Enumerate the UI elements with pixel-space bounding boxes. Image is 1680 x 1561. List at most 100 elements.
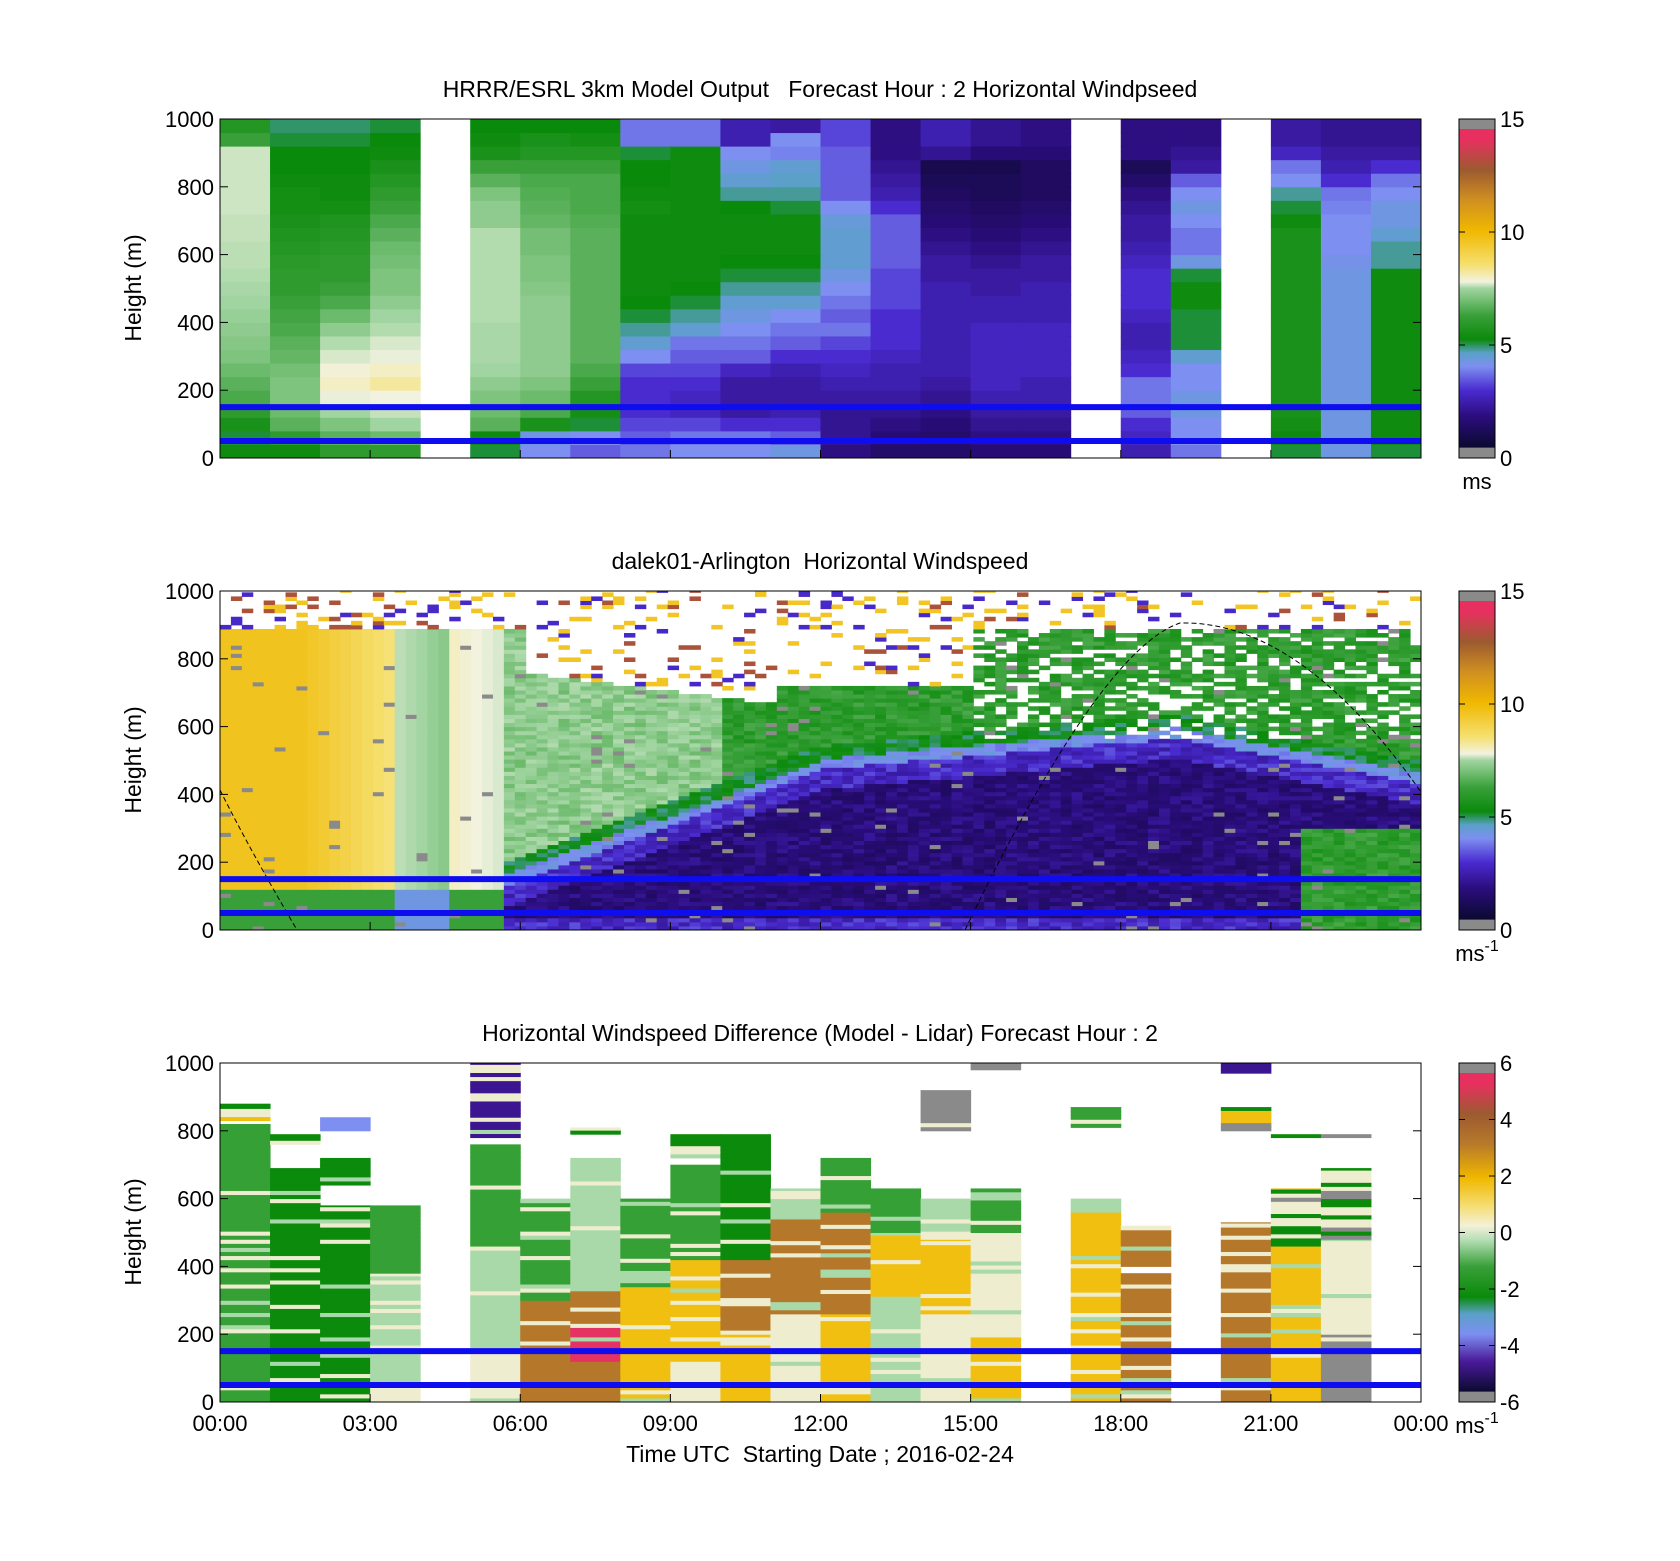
lidar-cell	[896, 706, 909, 711]
lidar-cell	[351, 665, 363, 671]
lidar-cell	[580, 710, 592, 715]
lidar-cell	[285, 645, 297, 650]
lidar-cell	[296, 840, 308, 846]
model-cell	[870, 200, 922, 215]
model-cell	[1370, 417, 1421, 432]
lidar-cell	[886, 738, 898, 744]
lidar-cell	[765, 860, 778, 866]
lidar-cell	[875, 694, 887, 699]
lidar-cell	[361, 889, 374, 894]
lidar-cell	[787, 893, 800, 898]
lidar-cell	[591, 673, 603, 679]
lidar-cell	[842, 917, 854, 923]
lidar-cell	[514, 795, 527, 801]
model-cell	[770, 281, 821, 296]
lidar-cell	[514, 763, 527, 768]
lidar-cell	[820, 820, 832, 825]
lidar-cell	[689, 844, 701, 850]
lidar-cell	[351, 763, 363, 768]
lidar-cell	[700, 730, 712, 736]
lidar-cell	[623, 726, 636, 732]
lidar-cell	[765, 820, 778, 825]
model-cell	[520, 444, 571, 458]
lidar-cell	[591, 925, 603, 930]
lidar-cell	[569, 726, 581, 732]
lidar-cell	[700, 925, 712, 930]
lidar-cell	[252, 816, 265, 821]
lidar-cell	[711, 897, 723, 903]
lidar-cell	[689, 767, 701, 772]
lidar-cell	[733, 771, 745, 776]
lidar-cell	[711, 702, 723, 707]
model-cell	[620, 417, 671, 432]
model-cell	[520, 173, 571, 188]
lidar-cell	[405, 742, 418, 748]
lidar-cell	[787, 795, 800, 801]
lidar-cell	[798, 767, 811, 772]
lidar-cell	[798, 722, 811, 728]
lidar-cell	[525, 852, 538, 858]
lidar-cell	[547, 901, 559, 907]
lidar-cell	[776, 852, 789, 858]
lidar-cell	[744, 718, 756, 724]
lidar-cell	[853, 893, 865, 898]
lidar-cell	[700, 734, 712, 740]
lidar-cell	[482, 702, 494, 707]
lidar-cell	[307, 836, 319, 842]
lidar-cell	[471, 840, 483, 846]
model-cell	[1370, 227, 1421, 242]
lidar-cell	[896, 628, 909, 634]
lidar-cell	[744, 722, 756, 728]
model-cell	[870, 132, 922, 147]
lidar-cell	[471, 771, 483, 776]
lidar-cell	[831, 702, 843, 707]
lidar-cell	[438, 897, 450, 903]
lidar-cell	[220, 751, 232, 756]
lidar-cell	[438, 791, 450, 797]
lidar-cell	[340, 832, 352, 837]
lidar-cell	[416, 787, 428, 793]
lidar-cell	[896, 591, 909, 593]
model-cell	[1320, 376, 1372, 391]
lidar-cell	[263, 897, 276, 903]
lidar-cell	[482, 628, 494, 634]
lidar-cell	[820, 755, 832, 760]
lidar-cell	[853, 905, 865, 911]
lidar-cell	[449, 824, 461, 829]
lidar-cell	[886, 726, 898, 732]
lidar-cell	[460, 832, 472, 837]
lidar-cell	[875, 755, 887, 760]
lidar-cell	[503, 860, 516, 866]
lidar-cell	[787, 791, 800, 797]
lidar-cell	[252, 917, 265, 923]
model-cell	[1120, 186, 1172, 201]
lidar-cell	[340, 901, 352, 907]
lidar-cell	[787, 702, 800, 707]
lidar-cell	[667, 730, 680, 736]
model-cell	[520, 254, 571, 269]
lidar-cell	[744, 812, 756, 817]
lidar-cell	[372, 637, 385, 642]
lidar-cell	[383, 763, 396, 768]
lidar-cell	[623, 734, 636, 740]
lidar-cell	[449, 799, 461, 805]
lidar-cell	[689, 832, 701, 837]
lidar-cell	[602, 592, 614, 597]
lidar-cell	[547, 718, 559, 724]
lidar-cell	[405, 799, 418, 805]
lidar-cell	[285, 673, 297, 679]
lidar-cell	[613, 738, 625, 744]
lidar-cell	[765, 844, 778, 850]
lidar-cell	[471, 759, 483, 764]
lidar-cell	[471, 832, 483, 837]
lidar-cell	[307, 860, 319, 866]
lidar-cell	[787, 925, 800, 930]
model-cell	[1370, 132, 1421, 147]
lidar-cell	[820, 722, 832, 728]
lidar-cell	[853, 807, 865, 813]
lidar-cell	[361, 921, 374, 927]
lidar-cell	[547, 925, 559, 930]
lidar-cell	[536, 925, 549, 930]
model-cell	[920, 295, 972, 310]
lidar-cell	[875, 751, 887, 756]
